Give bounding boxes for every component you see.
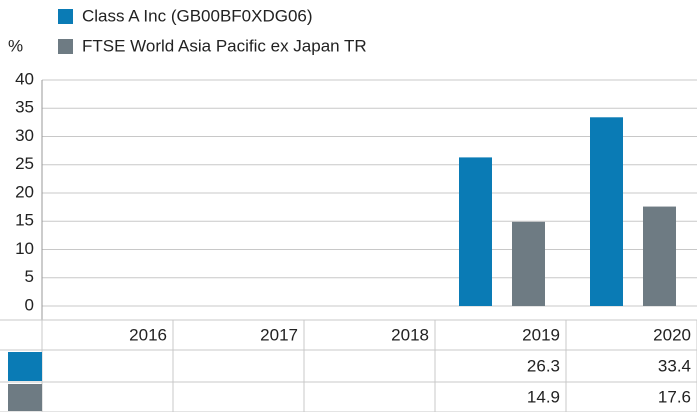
legend-label: FTSE World Asia Pacific ex Japan TR [82,36,367,55]
y-axis-label: % [8,36,23,55]
bar [590,117,623,306]
y-tick-label: 0 [25,295,34,314]
bar [643,206,676,306]
x-tick-label: 2016 [129,325,167,344]
x-tick-label: 2017 [260,325,298,344]
table-value: 26.3 [527,356,560,375]
legend-label: Class A Inc (GB00BF0XDG06) [82,6,313,25]
table-swatch [8,384,42,411]
y-tick-label: 10 [15,239,34,258]
y-tick-label: 5 [25,267,34,286]
table-value: 14.9 [527,387,560,406]
table-value: 17.6 [658,387,691,406]
y-tick-label: 15 [15,211,34,230]
table-value: 33.4 [658,356,691,375]
legend-swatch [58,39,73,54]
bar [459,157,492,306]
y-tick-label: 20 [15,182,34,201]
x-tick-label: 2019 [522,325,560,344]
x-tick-label: 2018 [391,325,429,344]
y-tick-label: 30 [15,126,34,145]
table-swatch [8,352,42,381]
y-tick-label: 35 [15,98,34,117]
legend-swatch [58,9,73,24]
y-tick-label: 40 [15,69,34,88]
x-tick-label: 2020 [653,325,691,344]
bar [512,221,545,306]
y-tick-label: 25 [15,154,34,173]
